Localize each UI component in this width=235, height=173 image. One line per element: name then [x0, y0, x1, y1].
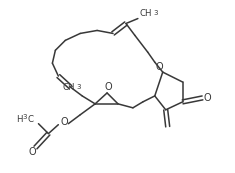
Text: C: C [27, 115, 34, 124]
Text: 3: 3 [154, 10, 158, 16]
Text: O: O [156, 62, 164, 72]
Text: CH: CH [62, 84, 75, 93]
Text: O: O [60, 117, 68, 127]
Text: 3: 3 [23, 114, 27, 120]
Text: O: O [204, 93, 211, 103]
Text: O: O [104, 82, 112, 92]
Text: O: O [29, 147, 36, 157]
Text: H: H [16, 115, 23, 124]
Text: CH: CH [140, 9, 152, 18]
Text: 3: 3 [76, 84, 81, 90]
